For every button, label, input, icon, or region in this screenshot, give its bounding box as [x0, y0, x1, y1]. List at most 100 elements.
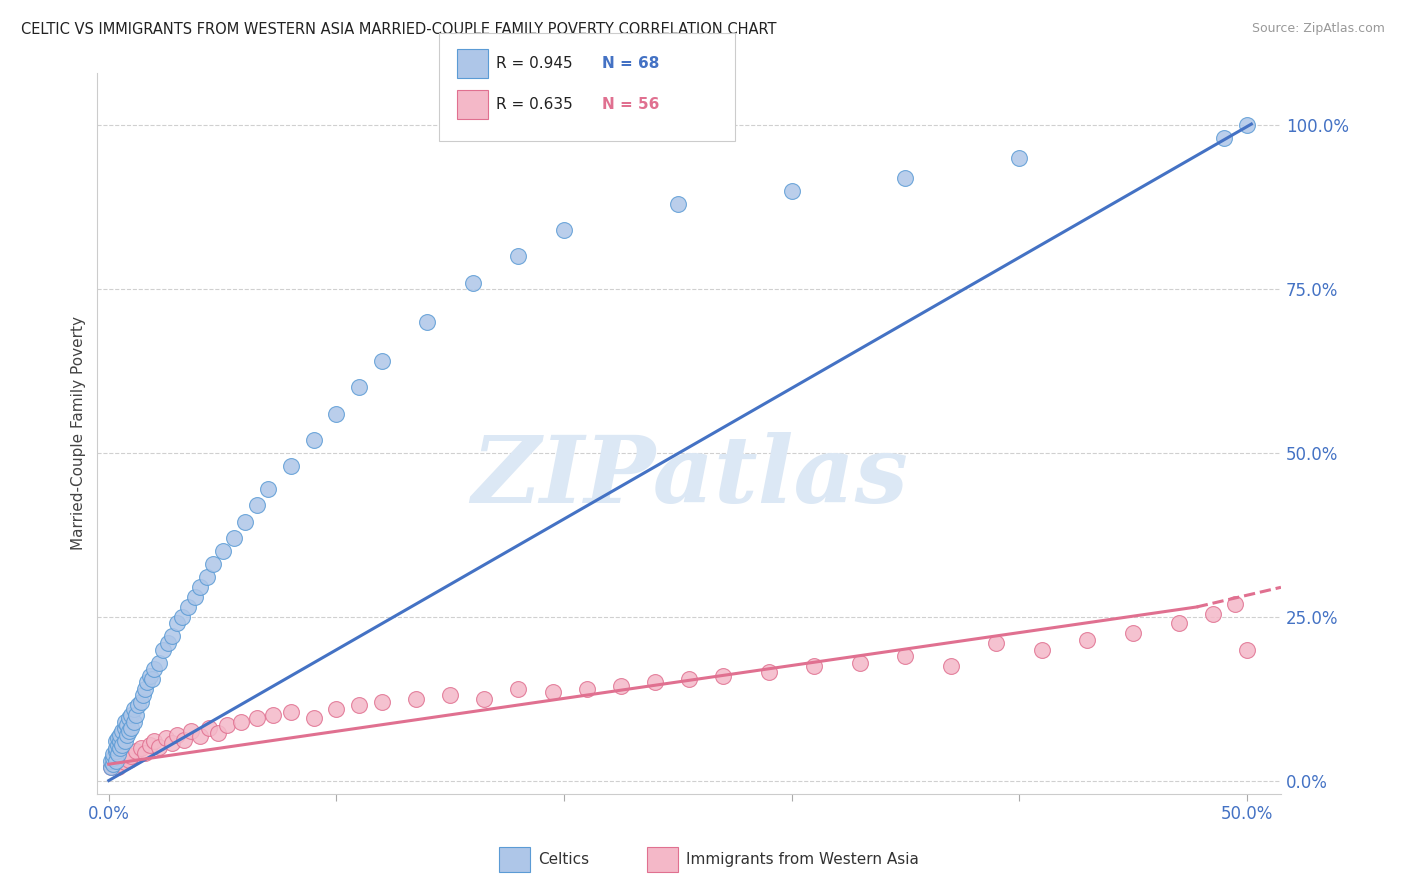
Point — [302, 433, 325, 447]
Point — [202, 558, 225, 572]
Point — [325, 701, 347, 715]
Point — [118, 711, 141, 725]
Point — [108, 740, 131, 755]
Point — [107, 738, 129, 752]
Point — [1225, 597, 1247, 611]
Point — [122, 701, 145, 715]
Point — [166, 616, 188, 631]
Text: Source: ZipAtlas.com: Source: ZipAtlas.com — [1251, 22, 1385, 36]
Point — [1236, 642, 1258, 657]
Text: Celtics: Celtics — [538, 853, 589, 867]
Point — [508, 681, 530, 696]
Point — [610, 679, 633, 693]
Point — [1213, 131, 1236, 145]
Point — [100, 754, 122, 768]
Point — [371, 354, 394, 368]
Point — [347, 380, 370, 394]
Point — [371, 695, 394, 709]
Text: Immigrants from Western Asia: Immigrants from Western Asia — [686, 853, 920, 867]
Point — [184, 590, 207, 604]
Text: ZIPatlas: ZIPatlas — [471, 432, 908, 522]
Point — [1008, 151, 1031, 165]
Y-axis label: Married-Couple Family Poverty: Married-Couple Family Poverty — [72, 317, 86, 550]
Point — [541, 685, 564, 699]
Point — [180, 724, 202, 739]
Point — [132, 689, 155, 703]
Point — [148, 739, 170, 754]
Point — [246, 499, 269, 513]
Point — [195, 570, 218, 584]
Point — [1167, 616, 1189, 631]
Point — [894, 649, 917, 664]
Point — [104, 744, 127, 758]
Point — [118, 724, 141, 739]
Point — [103, 750, 125, 764]
Point — [162, 735, 184, 749]
Point — [405, 691, 427, 706]
Point — [148, 656, 170, 670]
Point — [198, 721, 221, 735]
Point — [155, 731, 177, 745]
Point — [108, 728, 131, 742]
Point — [211, 544, 233, 558]
Point — [141, 672, 163, 686]
Point — [894, 170, 917, 185]
Point — [207, 725, 229, 739]
Point — [111, 724, 134, 739]
Point — [166, 728, 188, 742]
Point — [849, 656, 872, 670]
Point — [129, 740, 152, 755]
Point — [100, 760, 122, 774]
Point — [262, 708, 284, 723]
Point — [170, 609, 193, 624]
Point — [162, 629, 184, 643]
Point — [986, 636, 1008, 650]
Point — [156, 636, 179, 650]
Point — [416, 315, 439, 329]
Point — [115, 718, 138, 732]
Point — [188, 580, 211, 594]
Point — [644, 675, 666, 690]
Point — [111, 750, 134, 764]
Point — [233, 515, 256, 529]
Point — [217, 718, 239, 732]
Point — [114, 756, 136, 770]
Point — [134, 681, 156, 696]
Point — [100, 760, 122, 774]
Point — [103, 747, 125, 762]
Point — [575, 681, 598, 696]
Point — [1236, 119, 1258, 133]
Point — [229, 714, 252, 729]
Point — [114, 734, 136, 748]
Point — [803, 659, 825, 673]
Point — [1201, 607, 1223, 621]
Point — [107, 731, 129, 745]
Point — [111, 738, 134, 752]
Point — [280, 705, 302, 719]
Point — [104, 740, 127, 755]
Point — [103, 757, 125, 772]
Text: CELTIC VS IMMIGRANTS FROM WESTERN ASIA MARRIED-COUPLE FAMILY POVERTY CORRELATION: CELTIC VS IMMIGRANTS FROM WESTERN ASIA M… — [21, 22, 776, 37]
Point — [114, 721, 136, 735]
Point — [143, 734, 166, 748]
Point — [127, 698, 149, 713]
Point — [302, 711, 325, 725]
Point — [177, 599, 200, 614]
Point — [125, 744, 148, 758]
Point — [138, 669, 160, 683]
Point — [173, 733, 195, 747]
Point — [758, 665, 780, 680]
Point — [222, 531, 245, 545]
Point — [188, 729, 211, 743]
Point — [114, 714, 136, 729]
Point — [1076, 632, 1098, 647]
Point — [553, 223, 575, 237]
Point — [347, 698, 370, 713]
Text: R = 0.635: R = 0.635 — [496, 97, 574, 112]
Point — [508, 249, 530, 263]
Point — [107, 760, 129, 774]
Point — [121, 721, 143, 735]
Point — [108, 757, 131, 772]
Point — [115, 728, 138, 742]
Point — [461, 276, 484, 290]
